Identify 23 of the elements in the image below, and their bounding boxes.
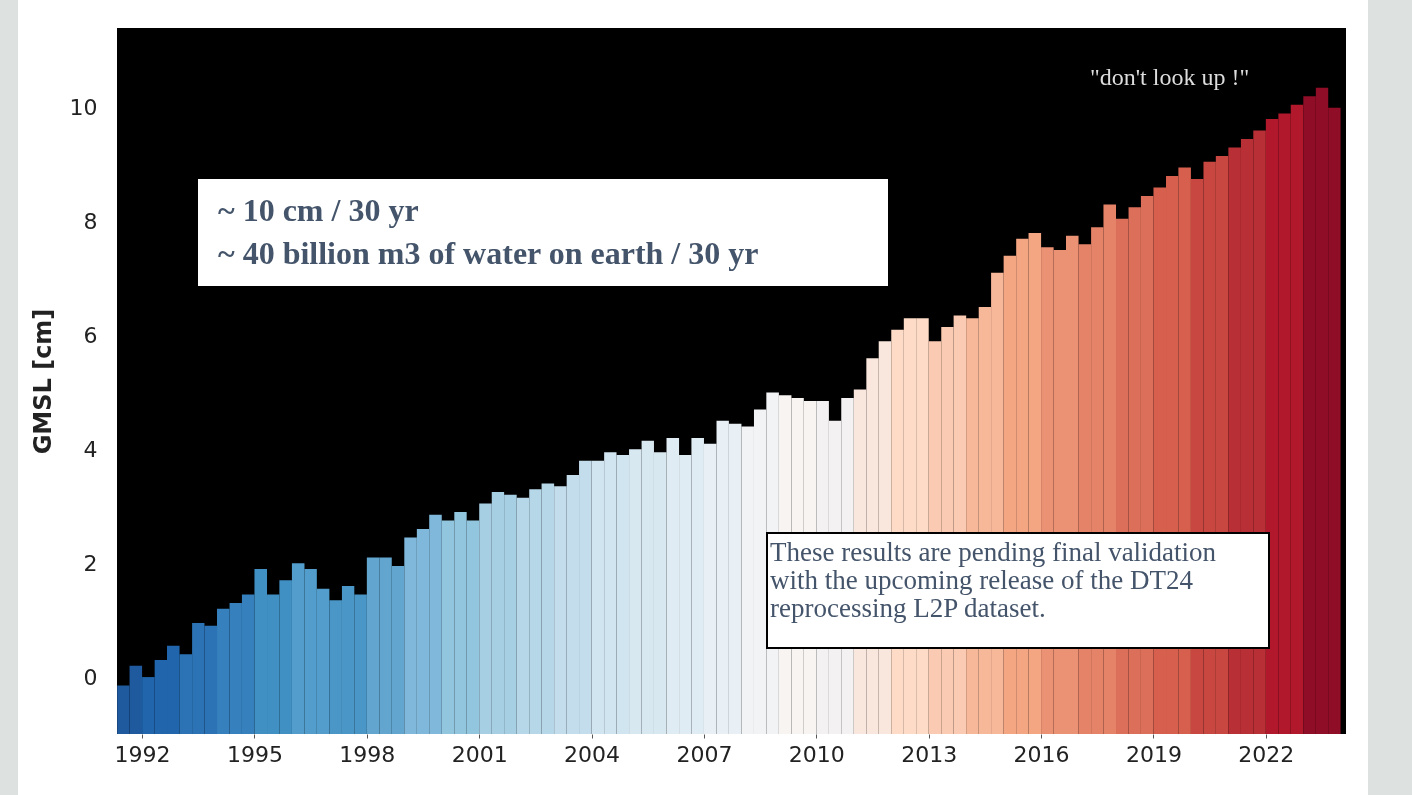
text-box: ~ 10 cm / 30 yr ~ 40 billion m3 of water on earth / 30 yr — [198, 179, 888, 286]
y-tick-label: 8 — [83, 209, 98, 235]
text-box: These results are pending final validation with the upcoming release of the DT24 reprocessing L2P dataset. — [766, 532, 1270, 649]
x-tick-label: 2001 — [451, 741, 508, 767]
x-tick-label: 2016 — [1013, 741, 1070, 767]
x-tick-label: 1995 — [226, 741, 283, 767]
x-tick-label: 2004 — [564, 741, 621, 767]
y-tick-label: 10 — [69, 95, 98, 121]
y-tick-label: 4 — [83, 436, 98, 462]
annotation: ~ 40 billion m3 of water on earth / 30 yr — [218, 234, 760, 273]
x-tick-label: 2007 — [676, 741, 733, 767]
y-tick-label: 6 — [83, 322, 98, 348]
y-tick-label: 0 — [83, 664, 98, 690]
y-axis-title: GMSL [cm] — [28, 308, 57, 455]
x-tick-label: 1998 — [339, 741, 396, 767]
y-tick-label: 2 — [83, 550, 98, 576]
x-tick-label: 2022 — [1238, 741, 1295, 767]
x-tick-label: 1992 — [114, 741, 171, 767]
annotation: ~ 10 cm / 30 yr — [218, 191, 420, 230]
annotation: "don't look up !" — [1090, 64, 1250, 91]
x-tick-label: 2010 — [788, 741, 845, 767]
x-tick-label: 2019 — [1125, 741, 1182, 767]
x-tick-label: 2013 — [901, 741, 958, 767]
